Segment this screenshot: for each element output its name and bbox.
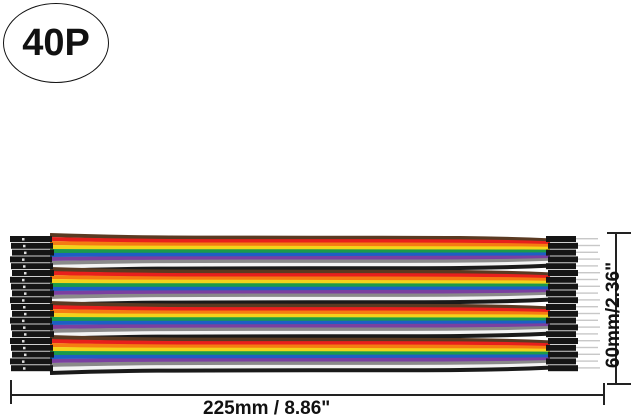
length-dimension-line: [10, 394, 604, 396]
width-dimension-bottom-tick: [607, 383, 631, 385]
length-dimension-left-tick: [10, 380, 12, 404]
pin-count-label: 40P: [22, 21, 90, 64]
jumper-wire-bundle: [10, 233, 600, 375]
length-dimension-label: 225mm / 8.86": [203, 398, 331, 419]
width-dimension-label: 60mm/2.36": [603, 261, 624, 369]
width-dimension-line: [615, 232, 617, 384]
pin-count-badge: 40P: [3, 3, 109, 83]
width-dimension-top-tick: [607, 232, 631, 234]
length-dimension-right-tick: [603, 383, 605, 405]
